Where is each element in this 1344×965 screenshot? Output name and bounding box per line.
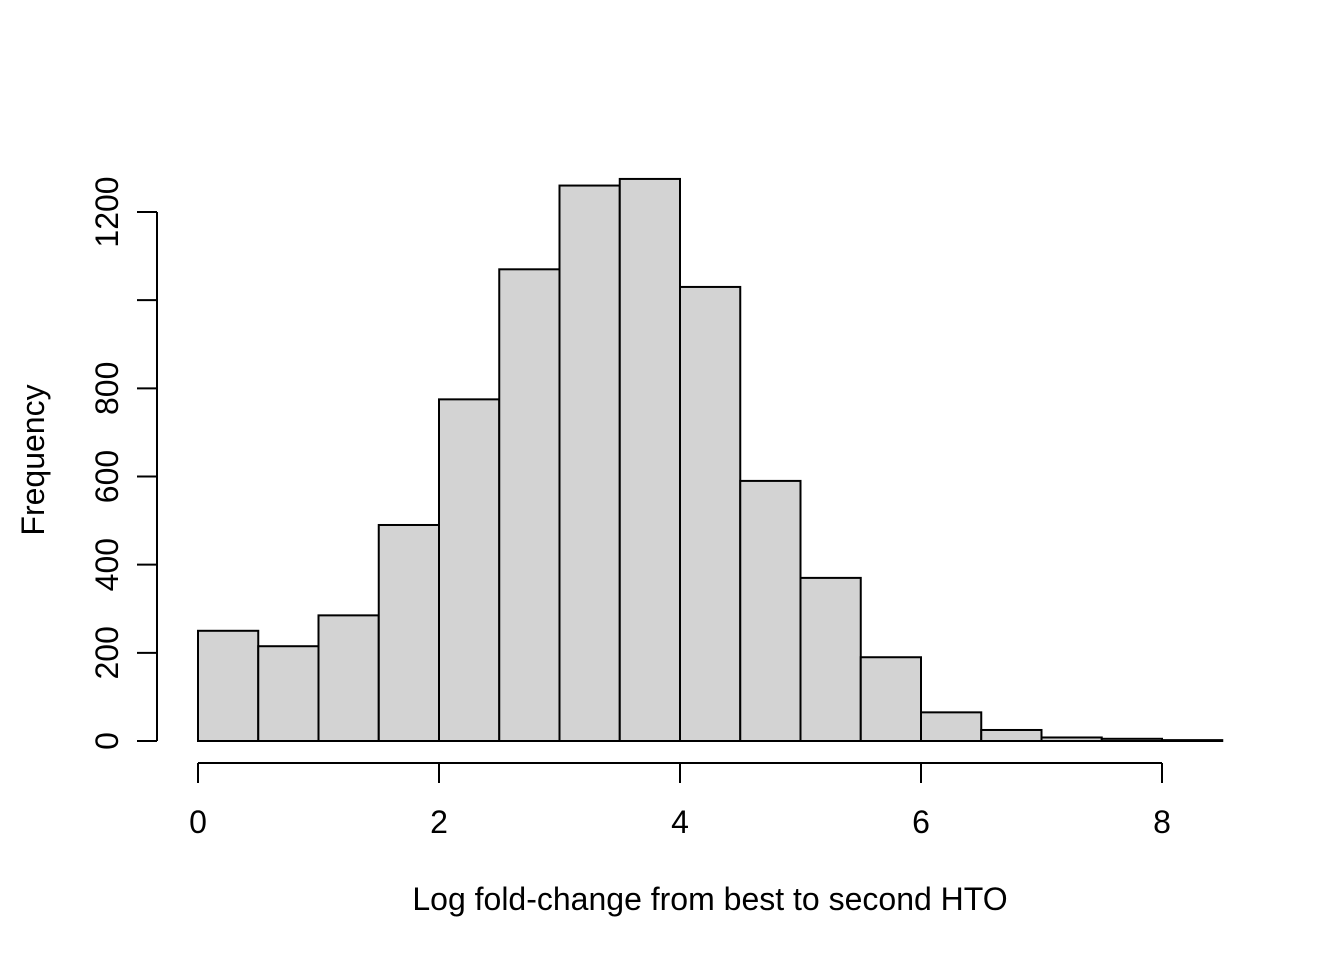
histogram-bar bbox=[558, 184, 621, 743]
histogram-bar bbox=[1100, 737, 1163, 743]
histogram-bar bbox=[498, 268, 561, 742]
histogram-bar bbox=[1040, 736, 1103, 742]
histogram-bar bbox=[438, 398, 501, 742]
histogram-bar bbox=[377, 523, 440, 742]
histogram-bar bbox=[317, 614, 380, 742]
y-axis-tick-label: 0 bbox=[89, 732, 125, 750]
histogram-bar bbox=[980, 728, 1043, 743]
y-axis-tick-label: 800 bbox=[89, 362, 125, 415]
x-axis-tick-label: 0 bbox=[189, 804, 207, 840]
x-axis-tick-label: 4 bbox=[671, 804, 689, 840]
histogram-bar bbox=[920, 711, 983, 742]
x-axis-title: Log fold-change from best to second HTO bbox=[412, 881, 1007, 917]
y-axis-tick-label: 600 bbox=[89, 450, 125, 503]
x-axis-tick-label: 8 bbox=[1153, 804, 1171, 840]
histogram-bar bbox=[257, 645, 320, 742]
y-axis-tick-label: 400 bbox=[89, 538, 125, 591]
histogram-bar bbox=[197, 629, 260, 743]
histogram-bar bbox=[739, 479, 802, 742]
histogram-bar bbox=[799, 576, 862, 742]
histogram-bar bbox=[618, 177, 681, 742]
histogram-bar bbox=[1161, 739, 1224, 743]
y-axis-tick-label: 200 bbox=[89, 626, 125, 679]
y-axis-title: Frequency bbox=[15, 384, 51, 535]
x-axis-tick-label: 6 bbox=[912, 804, 930, 840]
histogram-bar bbox=[679, 285, 742, 742]
y-axis: 0 200 400 600 800 1200 bbox=[89, 176, 158, 750]
histogram-bar bbox=[859, 656, 922, 742]
histogram-bars-group bbox=[197, 177, 1224, 743]
x-axis-tick-label: 2 bbox=[430, 804, 448, 840]
y-axis-tick-label: 1200 bbox=[89, 176, 125, 247]
x-axis: 0 2 4 6 8 bbox=[189, 762, 1171, 840]
